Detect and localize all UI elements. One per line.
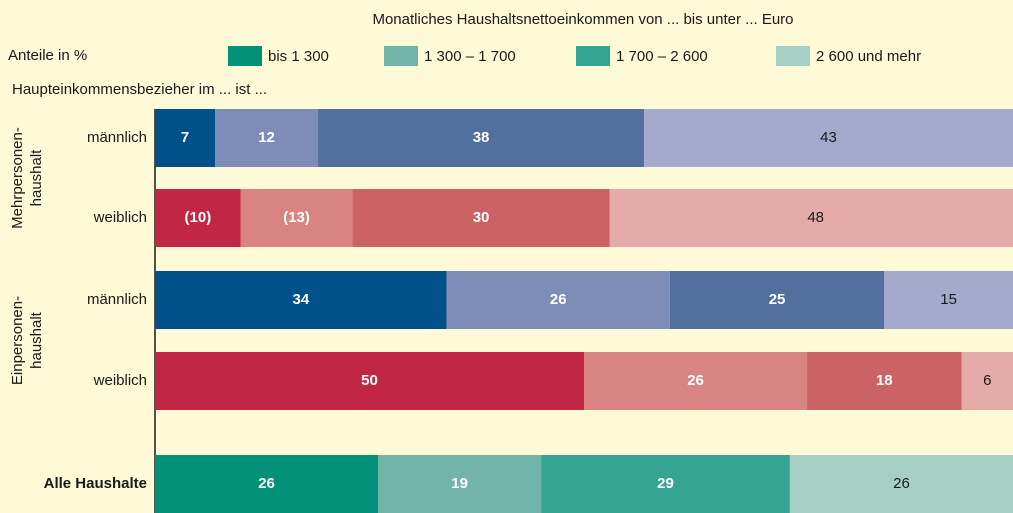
bar-segment [155, 352, 584, 410]
value-label: 26 [550, 291, 567, 308]
legend-swatch [384, 46, 418, 66]
value-label: 34 [293, 291, 310, 308]
bar-segment [446, 271, 670, 329]
bar-segment [807, 352, 962, 410]
group-label: Einpersonen- [9, 296, 26, 385]
value-label: 26 [258, 475, 275, 492]
subtitle: Haupteinkommensbezieher im ... ist ... [12, 81, 267, 98]
group-label: Mehrpersonen- [9, 127, 26, 229]
bar-segment [961, 352, 1013, 410]
category-label: männlich [87, 129, 147, 146]
group-label: haushalt [28, 149, 45, 207]
bar-segment [884, 271, 1013, 329]
bar-segment [789, 455, 1013, 513]
legend-label: 1 300 – 1 700 [424, 48, 516, 65]
value-label: 30 [473, 209, 490, 226]
value-label: (10) [185, 209, 212, 226]
legend-label: 2 600 und mehr [816, 48, 921, 65]
bar-segment [155, 109, 216, 167]
bar-segment [352, 189, 610, 247]
bar-segment [240, 189, 353, 247]
bar-segment [215, 109, 319, 167]
category-label: weiblich [93, 209, 147, 226]
bar-segment [155, 455, 379, 513]
value-label: 25 [769, 291, 786, 308]
legend-swatch [228, 46, 262, 66]
bar-segment [584, 352, 808, 410]
value-label: 29 [657, 475, 674, 492]
value-label: 26 [893, 475, 910, 492]
category-label: männlich [87, 291, 147, 308]
value-label: 6 [983, 372, 991, 389]
value-label: 48 [807, 209, 824, 226]
value-label: (13) [283, 209, 310, 226]
legend-swatch [776, 46, 810, 66]
value-label: 19 [451, 475, 468, 492]
group-label: haushalt [28, 311, 45, 369]
chart-title: Monatliches Haushaltsnettoeinkommen von … [372, 11, 793, 28]
value-label: 18 [876, 372, 893, 389]
bar-segment [541, 455, 790, 513]
category-label: Alle Haushalte [44, 475, 147, 492]
legend-label: bis 1 300 [268, 48, 329, 65]
bar-segment [609, 189, 1013, 247]
category-label: weiblich [93, 372, 147, 389]
bar-segment [155, 189, 241, 247]
value-label: 7 [181, 129, 189, 146]
value-label: 50 [361, 372, 378, 389]
bar-segment [378, 455, 542, 513]
value-label: 38 [473, 129, 490, 146]
bar-segment [669, 271, 885, 329]
legend-swatch [576, 46, 610, 66]
value-label: 15 [940, 291, 957, 308]
legend-label: 1 700 – 2 600 [616, 48, 708, 65]
bar-segment [155, 271, 447, 329]
value-label: 12 [258, 129, 275, 146]
value-label: 43 [820, 129, 837, 146]
bar-segment [644, 109, 1013, 167]
value-label: 26 [687, 372, 704, 389]
y-label: Anteile in % [8, 47, 87, 64]
bar-segment [318, 109, 645, 167]
